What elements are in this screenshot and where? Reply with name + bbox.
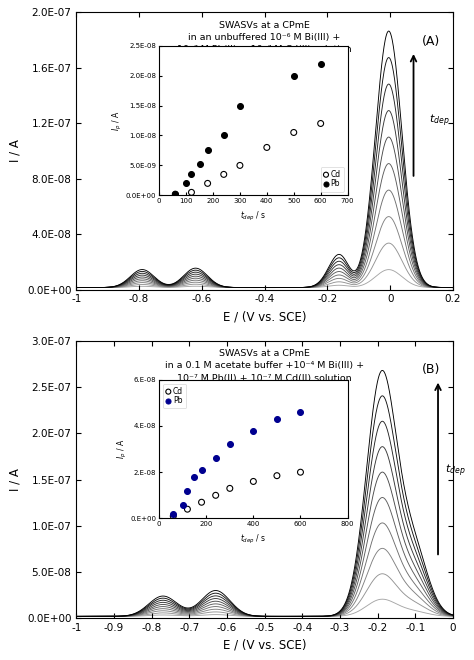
Y-axis label: I / A: I / A bbox=[9, 139, 21, 162]
Text: SWASVs at a CPmE
in a 0.1 M acetate buffer +10⁻⁴ M Bi(III) +
10⁻⁷ M Pb(II) + 10⁻: SWASVs at a CPmE in a 0.1 M acetate buff… bbox=[165, 349, 364, 395]
Y-axis label: I / A: I / A bbox=[9, 468, 21, 491]
Text: $t_{dep}$: $t_{dep}$ bbox=[428, 112, 449, 129]
Text: SWASVs at a CPmE
in an unbuffered 10⁻⁶ M Bi(III) +
10⁻⁷ M Pb(II) + 10⁻⁷ M Cd(II): SWASVs at a CPmE in an unbuffered 10⁻⁶ M… bbox=[177, 20, 352, 66]
Text: (A): (A) bbox=[422, 34, 440, 48]
Text: $t_{dep}$: $t_{dep}$ bbox=[445, 463, 465, 479]
Text: (B): (B) bbox=[421, 363, 440, 376]
X-axis label: E / (V vs. SCE): E / (V vs. SCE) bbox=[223, 310, 306, 323]
X-axis label: E / (V vs. SCE): E / (V vs. SCE) bbox=[223, 639, 306, 651]
